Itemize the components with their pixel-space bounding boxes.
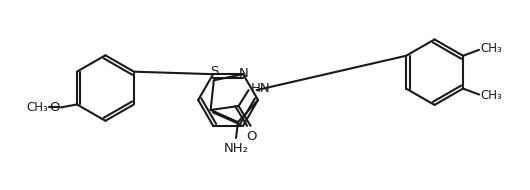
Text: O: O <box>49 101 60 114</box>
Text: O: O <box>246 130 257 143</box>
Text: CH₃: CH₃ <box>480 42 502 55</box>
Text: CH₃: CH₃ <box>480 89 502 102</box>
Text: CH₃: CH₃ <box>26 101 48 114</box>
Text: HN: HN <box>251 82 270 95</box>
Text: NH₂: NH₂ <box>224 142 249 155</box>
Text: N: N <box>239 67 249 80</box>
Text: S: S <box>210 65 219 78</box>
